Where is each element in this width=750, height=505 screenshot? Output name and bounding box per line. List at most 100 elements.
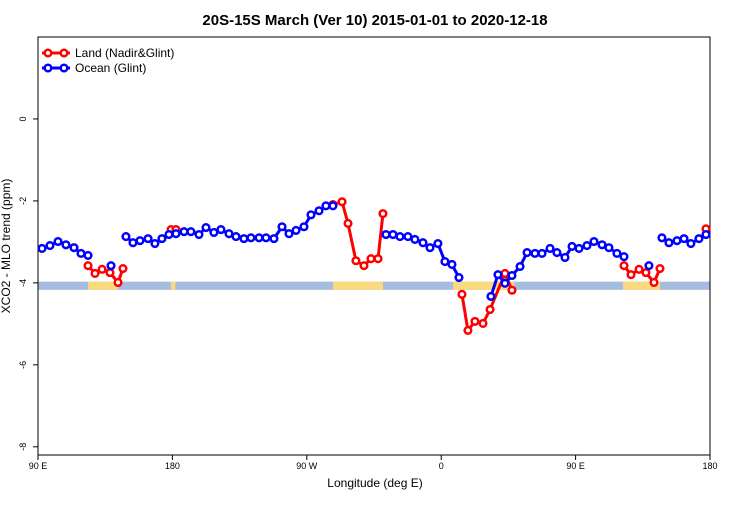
data-point [224, 229, 234, 239]
data-point [597, 240, 607, 250]
data-point [143, 234, 153, 244]
data-point [552, 248, 562, 258]
data-point [686, 238, 696, 249]
data-point [626, 270, 636, 280]
y-axis-label: XCO2 - MLO trend (ppm) [0, 179, 13, 314]
data-point [522, 248, 532, 258]
land-band [88, 281, 119, 290]
data-point [604, 243, 614, 253]
data-point [500, 278, 510, 288]
data-point [179, 227, 189, 237]
data-point [299, 222, 309, 232]
y-tick-label: 0 [18, 116, 28, 121]
data-point [560, 252, 570, 263]
data-point [83, 250, 93, 260]
land-band [170, 281, 176, 290]
data-point [291, 225, 301, 235]
land-band [453, 281, 515, 290]
y-tick-label: -4 [18, 279, 28, 287]
data-point [194, 229, 204, 240]
data-point [701, 229, 711, 240]
data-point [254, 233, 264, 243]
legend-label: Land (Nadir&Glint) [75, 46, 174, 60]
data-point [500, 268, 510, 279]
data-point [655, 263, 665, 274]
data-point [403, 232, 413, 242]
data-point [457, 289, 467, 299]
data-point [672, 236, 682, 246]
data-point [321, 201, 331, 211]
data-point [164, 229, 174, 240]
data-point [128, 238, 138, 248]
y-tick-label: -8 [18, 443, 28, 451]
data-point [106, 261, 116, 271]
data-point [306, 210, 316, 220]
data-point [425, 243, 435, 253]
x-tick-label: 180 [165, 461, 180, 471]
data-point [381, 229, 391, 240]
data-point [157, 234, 167, 244]
data-point [679, 234, 689, 244]
land-band [332, 281, 383, 290]
data-point [61, 240, 71, 250]
data-point [664, 238, 674, 248]
data-point [574, 243, 584, 254]
data-point [239, 234, 249, 244]
data-point [261, 233, 271, 243]
data-point [507, 270, 517, 281]
data-point [90, 268, 100, 279]
legend-marker [59, 48, 69, 58]
data-point [231, 232, 241, 242]
data-point [216, 225, 226, 235]
data-point [470, 316, 480, 326]
data-point [612, 248, 622, 258]
legend-marker [59, 63, 69, 73]
x-axis-label: Longitude (deg E) [327, 476, 422, 490]
data-point [493, 270, 503, 280]
data-point [619, 252, 629, 262]
data-point [388, 229, 398, 240]
data-point [366, 254, 376, 264]
data-point [634, 264, 644, 274]
data-point [641, 268, 651, 278]
data-point [378, 209, 388, 219]
data-point [454, 273, 464, 283]
data-point [121, 232, 131, 242]
data-point [463, 325, 473, 335]
data-point [433, 238, 443, 249]
data-point [269, 234, 279, 244]
data-point [486, 291, 496, 301]
data-point [694, 234, 704, 244]
x-tick-label: 0 [439, 461, 444, 471]
data-point [118, 263, 128, 274]
x-tick-label: 90 E [29, 461, 48, 471]
data-point [530, 248, 540, 258]
series-line [88, 202, 706, 331]
x-tick-label: 90 E [566, 461, 585, 471]
data-point [582, 241, 592, 251]
data-point [314, 206, 324, 216]
data-point [135, 236, 145, 246]
data-point [277, 222, 287, 232]
data-point [328, 201, 338, 211]
data-point [447, 259, 457, 269]
data-point [37, 243, 47, 254]
data-point [201, 223, 211, 233]
data-point [76, 248, 86, 258]
data-point [418, 238, 428, 248]
y-tick-label: -6 [18, 361, 28, 369]
data-point [97, 264, 107, 274]
data-point [284, 229, 294, 239]
data-point [186, 227, 196, 237]
data-point [649, 277, 659, 288]
data-point [113, 277, 123, 288]
data-point [150, 238, 160, 249]
data-point [69, 243, 79, 253]
data-point [395, 232, 405, 242]
data-point [619, 261, 629, 271]
data-point [53, 236, 63, 247]
data-point [209, 227, 219, 238]
data-point [478, 318, 488, 329]
plot-frame [37, 36, 711, 456]
